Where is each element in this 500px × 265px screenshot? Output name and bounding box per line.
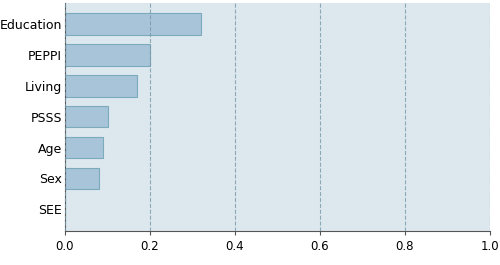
- Bar: [65, 106, 108, 127]
- Bar: [65, 168, 99, 189]
- Bar: [65, 44, 150, 65]
- Bar: [65, 137, 104, 158]
- Bar: [65, 75, 137, 96]
- Bar: [65, 13, 201, 35]
